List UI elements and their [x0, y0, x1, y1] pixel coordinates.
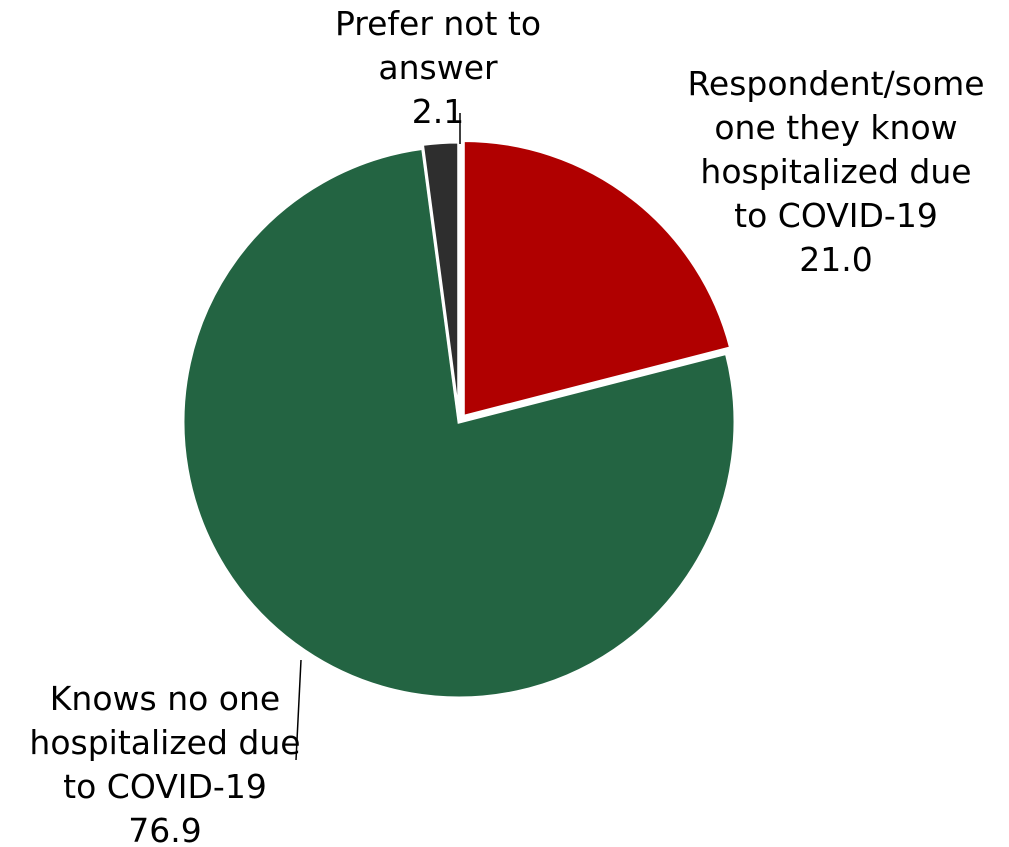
- slice-labels: Respondent/some one they know hospitalized…: [29, 4, 984, 847]
- slice-label-1: Respondent/some one they know hospitalized…: [687, 64, 984, 279]
- slice-label-line: Prefer not to: [335, 4, 541, 43]
- slice-value-label: 76.9: [128, 811, 201, 847]
- slice-label-line: Respondent/some: [687, 64, 984, 103]
- leader-line-2: [295, 659, 302, 761]
- pie-slice-1: [461, 138, 733, 419]
- slice-value-label: 21.0: [799, 240, 872, 279]
- slice-label-line: hospitalized due: [29, 723, 300, 762]
- leader-lines: [295, 113, 461, 761]
- slice-label-3: Prefer not to answer 2.1: [335, 4, 541, 131]
- slice-label-line: one they know: [714, 108, 957, 147]
- pie-slice-2: [181, 146, 737, 700]
- pie-slice-3: [420, 140, 461, 419]
- slice-label-line: to COVID-19: [63, 767, 267, 806]
- slice-label-line: answer: [378, 48, 498, 87]
- slice-value-label: 2.1: [412, 92, 464, 131]
- pie-slices: [181, 138, 737, 700]
- slice-label-line: Knows no one: [50, 679, 280, 718]
- slice-label-line: to COVID-19: [734, 196, 938, 235]
- slice-label-2: Knows no one hospitalized due to COVID-19 7…: [29, 679, 300, 847]
- slice-label-line: hospitalized due: [700, 152, 971, 191]
